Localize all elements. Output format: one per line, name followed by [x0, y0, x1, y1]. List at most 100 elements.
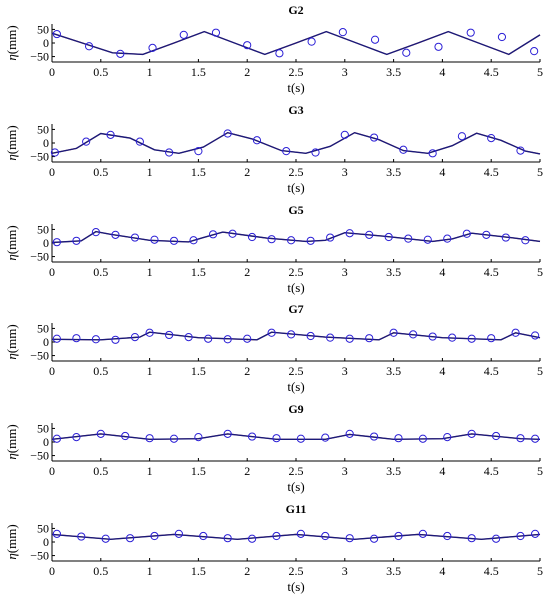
data-point-marker — [130, 333, 140, 342]
data-point-marker — [370, 35, 380, 44]
data-point-marker — [223, 335, 232, 344]
x-tick-label: 0.5 — [93, 464, 108, 478]
data-point-marker — [428, 149, 437, 158]
y-tick-label: −50 — [30, 349, 49, 363]
data-point-marker — [169, 236, 179, 245]
x-tick-label: 5 — [537, 165, 543, 179]
data-point-marker — [96, 429, 105, 438]
x-tick-label: 4.5 — [484, 564, 499, 578]
data-point-marker — [52, 29, 61, 39]
x-tick-label: 4 — [439, 265, 445, 279]
data-point-marker — [101, 534, 110, 543]
series-line-red — [51, 132, 541, 155]
data-point-marker — [282, 147, 291, 156]
x-tick-label: 5 — [537, 564, 543, 578]
data-point-marker — [321, 531, 330, 541]
data-point-marker — [531, 331, 540, 340]
y-tick-label: 50 — [37, 222, 49, 236]
x-tick-label: 1 — [147, 364, 153, 378]
y-tick-label: 50 — [37, 421, 49, 435]
y-axis-label: η(mm) — [4, 125, 19, 160]
x-tick-label: 3.5 — [386, 464, 401, 478]
data-point-marker — [345, 229, 354, 238]
x-axis-label: t(s) — [287, 379, 304, 394]
data-point-marker — [91, 228, 101, 237]
x-tick-label: 2.5 — [289, 265, 304, 279]
data-point-marker — [82, 137, 91, 146]
data-point-marker — [389, 328, 398, 337]
x-axis-label: t(s) — [287, 80, 304, 95]
data-point-marker — [243, 334, 252, 343]
x-tick-label: 3.5 — [386, 265, 401, 279]
x-tick-label: 5 — [537, 65, 543, 79]
data-point-marker — [148, 43, 157, 52]
x-tick-label: 3 — [342, 464, 348, 478]
x-tick-label: 2.5 — [289, 564, 304, 578]
data-point-marker — [135, 137, 144, 146]
data-point-marker — [106, 130, 115, 139]
data-point-marker — [91, 335, 101, 344]
data-point-marker — [467, 429, 476, 438]
data-point-marker — [418, 529, 427, 538]
data-point-marker — [116, 49, 125, 58]
data-point-marker — [272, 531, 281, 541]
y-axis-label: η(mm) — [4, 424, 19, 459]
data-point-marker — [194, 147, 203, 156]
data-point-marker — [52, 529, 61, 538]
x-tick-label: 4 — [439, 464, 445, 478]
y-axis-label: η(mm) — [4, 524, 19, 559]
data-point-marker — [174, 529, 183, 538]
data-point-marker — [306, 331, 315, 341]
y-tick-label: −50 — [30, 549, 49, 563]
data-point-marker — [223, 534, 232, 543]
data-point-marker — [145, 434, 154, 443]
x-tick-label: 1.5 — [191, 265, 206, 279]
x-tick-label: 1 — [147, 65, 153, 79]
x-axis-label: t(s) — [287, 180, 304, 195]
data-point-marker — [340, 130, 349, 139]
x-tick-label: 0 — [49, 65, 55, 79]
data-point-marker — [121, 431, 130, 441]
data-point-marker — [521, 236, 530, 245]
x-tick-label: 1.5 — [191, 464, 206, 478]
x-tick-label: 5 — [537, 364, 543, 378]
data-point-marker — [338, 28, 347, 37]
data-point-marker — [497, 32, 507, 42]
x-tick-label: 3.5 — [386, 165, 401, 179]
data-point-marker — [482, 230, 491, 239]
y-axis-label: η(mm) — [4, 225, 19, 260]
data-point-marker — [516, 434, 525, 443]
data-point-marker — [223, 429, 232, 438]
panel-title: G9 — [288, 402, 303, 416]
x-tick-label: 0.5 — [93, 364, 108, 378]
data-point-marker — [272, 434, 281, 443]
data-point-marker — [72, 433, 81, 442]
x-tick-label: 3 — [342, 65, 348, 79]
data-point-marker — [448, 333, 457, 342]
x-tick-label: 1.5 — [191, 364, 206, 378]
data-point-marker — [84, 42, 94, 51]
x-tick-label: 2 — [244, 165, 250, 179]
data-point-marker — [394, 434, 403, 443]
data-point-marker — [326, 233, 335, 242]
y-tick-label: 0 — [43, 335, 49, 349]
data-point-marker — [409, 330, 418, 339]
data-point-marker — [487, 334, 496, 343]
data-point-marker — [125, 534, 135, 543]
data-point-marker — [491, 534, 501, 543]
y-tick-label: 0 — [43, 136, 49, 150]
x-tick-label: 2.5 — [289, 364, 304, 378]
data-point-marker — [52, 434, 61, 443]
data-point-marker — [345, 429, 354, 438]
data-point-marker — [516, 531, 525, 541]
data-point-marker — [466, 28, 475, 37]
x-tick-label: 0 — [49, 165, 55, 179]
data-point-marker — [72, 236, 81, 245]
x-tick-label: 0 — [49, 265, 55, 279]
data-point-marker — [501, 233, 510, 242]
x-tick-label: 1.5 — [191, 65, 206, 79]
